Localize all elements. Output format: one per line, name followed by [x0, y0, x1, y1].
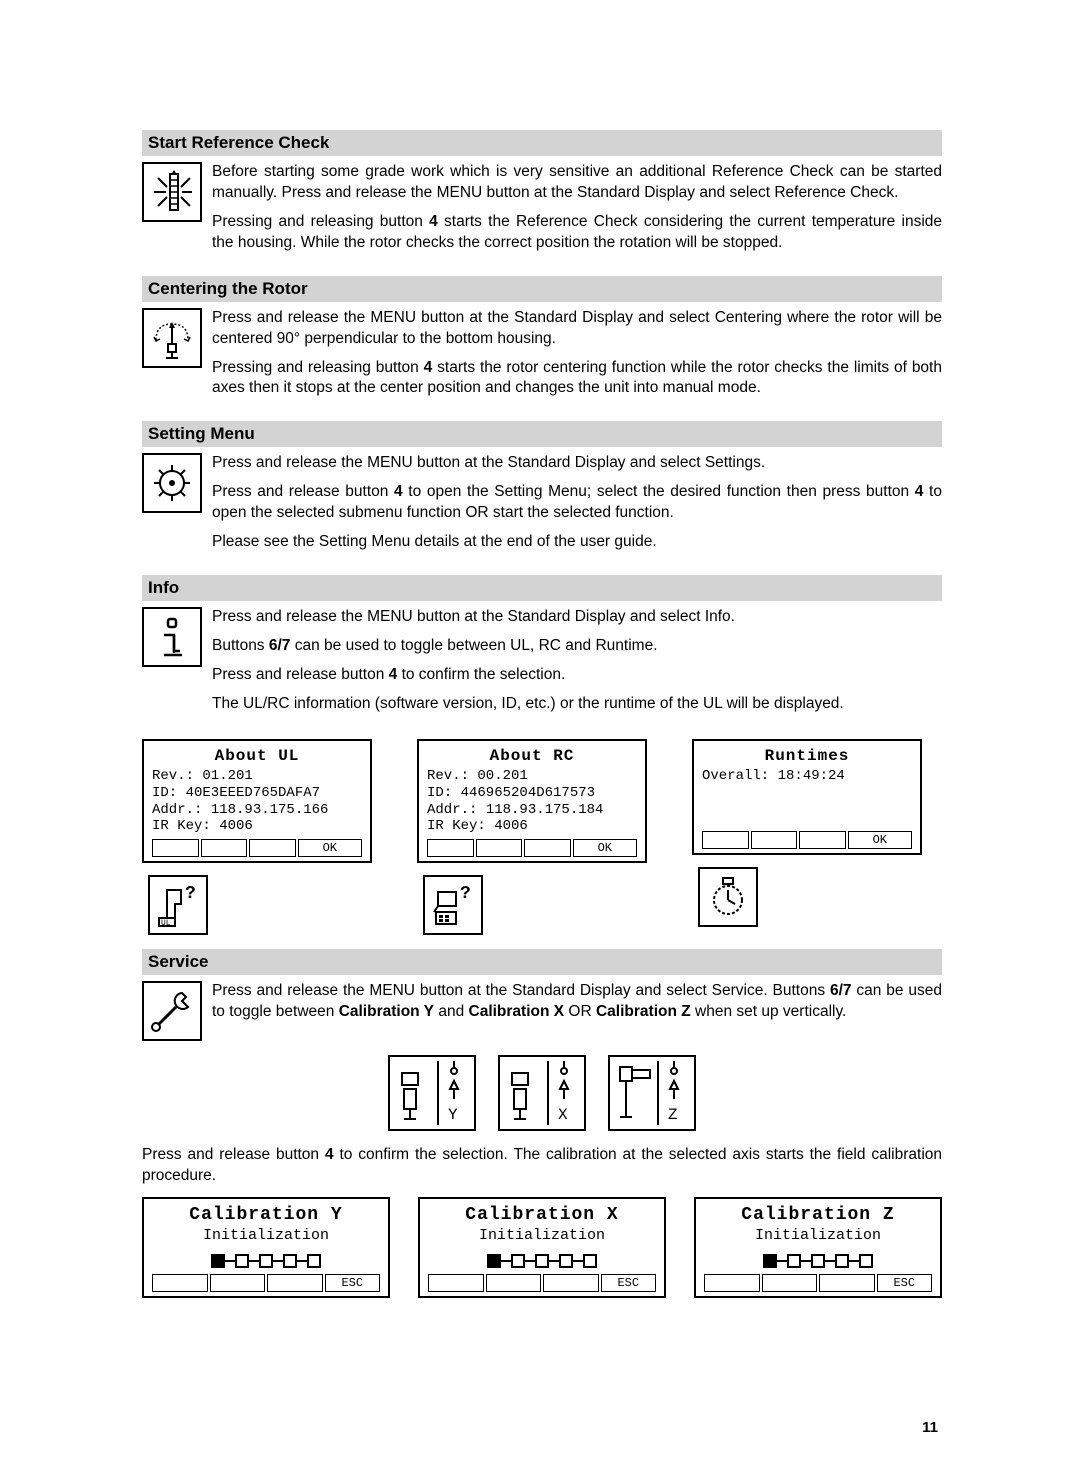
- heading-ref: Start Reference Check: [142, 130, 942, 156]
- lcd-about-ul: About UL Rev.: 01.201 ID: 40E3EEED765DAF…: [142, 739, 372, 863]
- heading-info: Info: [142, 575, 942, 601]
- info-p2: Buttons 6/7 can be used to toggle betwee…: [212, 636, 942, 657]
- calibration-lcd-row: Calibration Y Initialization ESC Cal: [142, 1197, 942, 1298]
- rc-device-icon: ?: [423, 875, 483, 935]
- heading-setting: Setting Menu: [142, 421, 942, 447]
- service-p2: Press and release button 4 to confirm th…: [142, 1145, 942, 1187]
- cal-z-icon: Z: [608, 1055, 696, 1131]
- calib-z-screen: Calibration Z Initialization ESC: [694, 1197, 942, 1298]
- calib-y-screen: Calibration Y Initialization ESC: [142, 1197, 390, 1298]
- calib-x-screen: Calibration X Initialization ESC: [418, 1197, 666, 1298]
- progress-bar: [152, 1254, 380, 1268]
- center-p2: Pressing and releasing button 4 starts t…: [212, 358, 942, 400]
- heading-center: Centering the Rotor: [142, 276, 942, 302]
- info-lcd-row: About UL Rev.: 01.201 ID: 40E3EEED765DAF…: [142, 739, 942, 935]
- ref-p2: Pressing and releasing button 4 starts t…: [212, 212, 942, 254]
- cal-y-icon: Y: [388, 1055, 476, 1131]
- info-icon: [142, 607, 202, 667]
- section-setting: Setting Menu: [142, 421, 942, 561]
- page-content: Start Reference Check: [142, 130, 942, 1312]
- svg-text:?: ?: [460, 884, 471, 904]
- setting-p3: Please see the Setting Menu details at t…: [212, 532, 942, 553]
- section-centering: Centering the Rotor Press and release th…: [142, 276, 942, 408]
- settings-gear-icon: [142, 453, 202, 513]
- svg-text:X: X: [558, 1106, 568, 1124]
- ref-check-icon: [142, 162, 202, 222]
- calibration-icon-row: Y X: [142, 1055, 942, 1131]
- section-reference-check: Start Reference Check: [142, 130, 942, 262]
- info-p3: Press and release button 4 to confirm th…: [212, 665, 942, 686]
- lcd-about-rc: About RC Rev.: 00.201 ID: 446965204D6175…: [417, 739, 647, 863]
- esc-button: ESC: [325, 1274, 381, 1292]
- clock-icon: [698, 867, 758, 927]
- esc-button: ESC: [877, 1274, 933, 1292]
- setting-p2: Press and release button 4 to open the S…: [212, 482, 942, 524]
- center-p1: Press and release the MENU button at the…: [212, 308, 942, 350]
- svg-text:Y: Y: [448, 1106, 458, 1124]
- lcd-ok-button: OK: [298, 839, 362, 857]
- info-p1: Press and release the MENU button at the…: [212, 607, 942, 628]
- svg-text:Z: Z: [668, 1106, 678, 1124]
- lcd-btn-blank: [152, 839, 199, 857]
- ul-device-icon: ? UL: [148, 875, 208, 935]
- lcd-runtimes: Runtimes Overall: 18:49:24 OK: [692, 739, 922, 855]
- service-p1: Press and release the MENU button at the…: [212, 981, 942, 1023]
- section-info: Info Press and release the MENU button a…: [142, 575, 942, 935]
- svg-text:UL: UL: [161, 919, 171, 928]
- lcd-ok-button: OK: [848, 831, 912, 849]
- ref-p1: Before starting some grade work which is…: [212, 162, 942, 204]
- cal-x-icon: X: [498, 1055, 586, 1131]
- svg-text:?: ?: [185, 884, 196, 904]
- wrench-icon: [142, 981, 202, 1041]
- esc-button: ESC: [601, 1274, 657, 1292]
- section-service: Service Press and release the MENU butto…: [142, 949, 942, 1298]
- heading-service: Service: [142, 949, 942, 975]
- setting-p1: Press and release the MENU button at the…: [212, 453, 942, 474]
- info-p4: The UL/RC information (software version,…: [212, 694, 942, 715]
- lcd-ok-button: OK: [573, 839, 637, 857]
- page-number: 11: [922, 1419, 938, 1436]
- centering-icon: [142, 308, 202, 368]
